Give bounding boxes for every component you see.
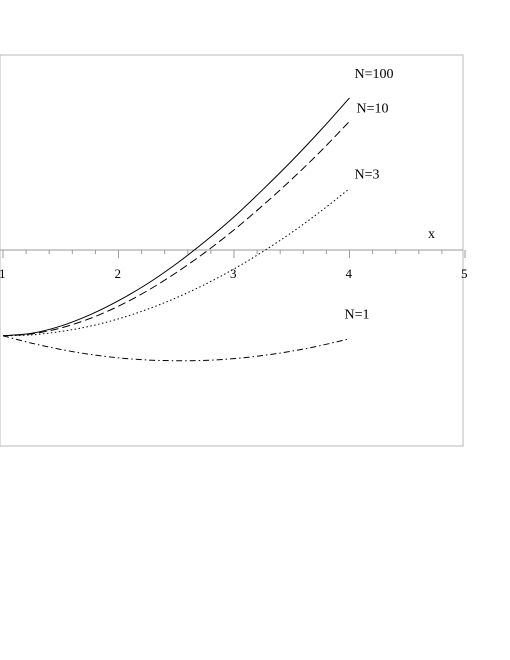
series-line-n-100: [2, 97, 350, 337]
series-label: N=100: [355, 67, 394, 82]
x-tick-label: 2: [115, 266, 122, 281]
series-line-n-1: [2, 335, 350, 362]
x-tick-label: 1: [0, 266, 6, 281]
x-axis: 1 2 3 4 5 x: [0, 227, 468, 281]
series-label: N=1: [345, 308, 370, 323]
series-line-n-3: [2, 188, 350, 337]
x-tick-label: 3: [230, 266, 237, 281]
x-axis-label: x: [428, 227, 435, 242]
series-label: N=3: [355, 168, 380, 183]
x-tick-label: 4: [346, 266, 353, 281]
x-tick-label: 5: [461, 266, 468, 281]
series-labels: N=100 N=10 N=3 N=1: [345, 67, 394, 323]
series-label: N=10: [357, 101, 389, 116]
series-line-n-10: [2, 120, 350, 337]
series-layer: [2, 97, 350, 362]
